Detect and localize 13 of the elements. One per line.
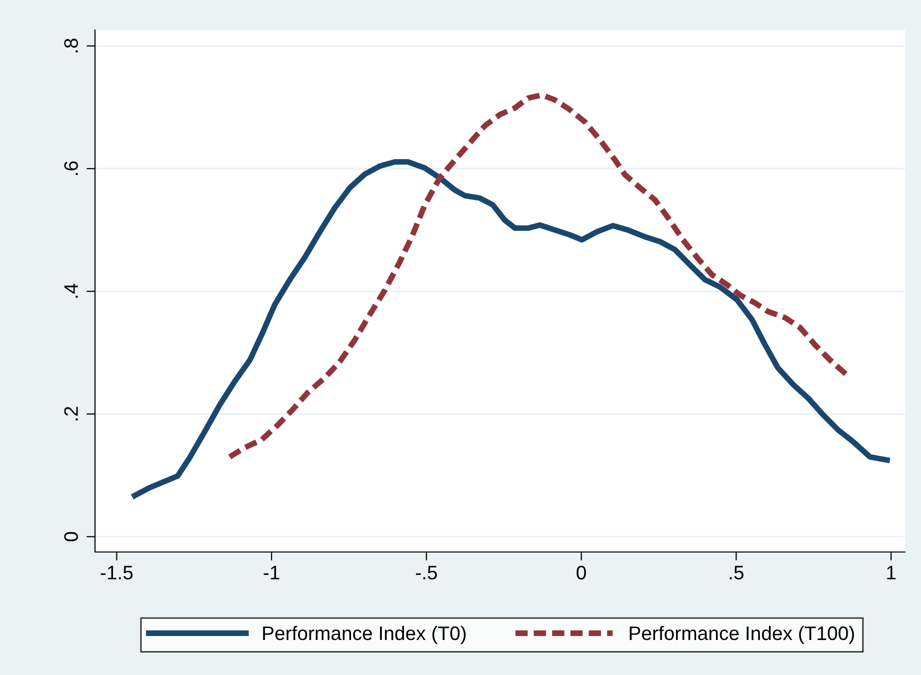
x-tick-label: -1	[264, 566, 280, 580]
y-tick-label: .6	[64, 161, 78, 175]
x-tick-label: 0	[576, 566, 586, 580]
x-tick-label: -.5	[416, 566, 437, 580]
x-tick-label: 1	[887, 566, 896, 580]
legend-label: Performance Index (T0)	[263, 626, 466, 644]
x-tick-label: -1.5	[100, 566, 133, 580]
y-tick-label: .8	[64, 38, 78, 52]
y-tick-label: 0	[64, 532, 78, 542]
legend-label: Performance Index (T100)	[630, 626, 854, 644]
y-tick-label: .2	[64, 406, 78, 420]
x-tick-label: .5	[730, 566, 744, 580]
y-tick-label: .4	[64, 284, 78, 298]
